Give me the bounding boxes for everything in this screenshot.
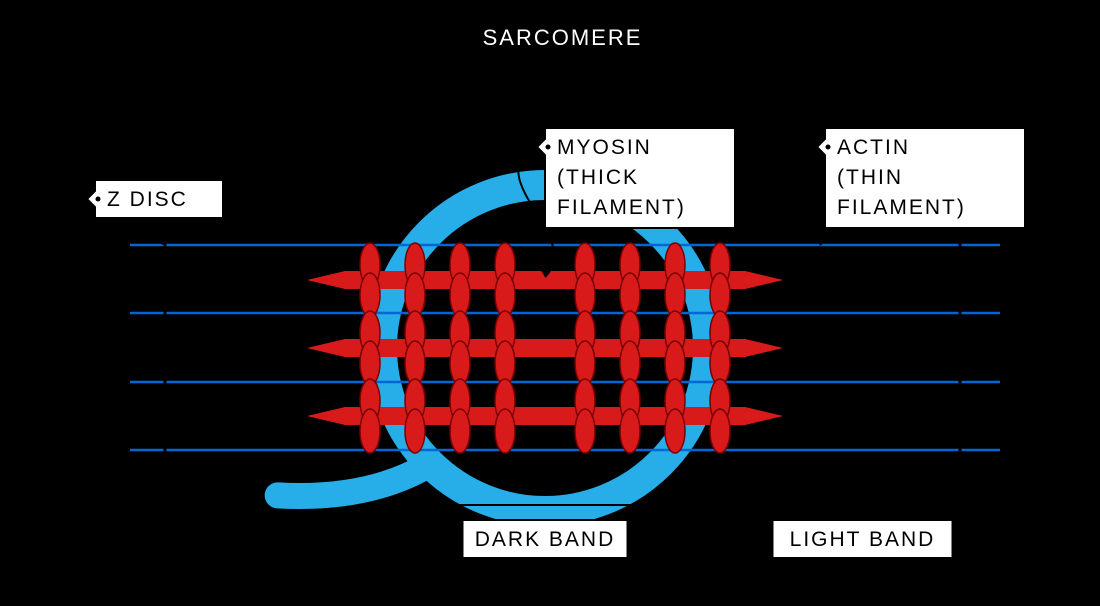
myosin-label-dot [546, 145, 551, 150]
dark-band-label: Dark band [475, 528, 616, 551]
myosin-head [575, 409, 595, 453]
actin-label-text: Actin [837, 136, 910, 159]
actin-label-dot [826, 145, 831, 150]
myosin-head [665, 409, 685, 453]
actin-label-text: filament) [837, 196, 966, 219]
z-disc-label-text: Z disc [107, 188, 188, 211]
z-disc-label-dot [96, 197, 101, 202]
myosin-head [450, 409, 470, 453]
light-band-label: Light band [790, 528, 936, 551]
myosin-label-text: (thick [557, 166, 639, 189]
myosin-head [495, 409, 515, 453]
myosin-label-text: Myosin [557, 136, 652, 159]
actin-label-text: (thin [837, 166, 903, 189]
myosin-head [620, 409, 640, 453]
title-sarcomere: Sarcomere [483, 25, 643, 50]
myosin-head [360, 409, 380, 453]
myosin-label-text: filament) [557, 196, 686, 219]
myosin-head [710, 409, 730, 453]
myosin-head [405, 409, 425, 453]
